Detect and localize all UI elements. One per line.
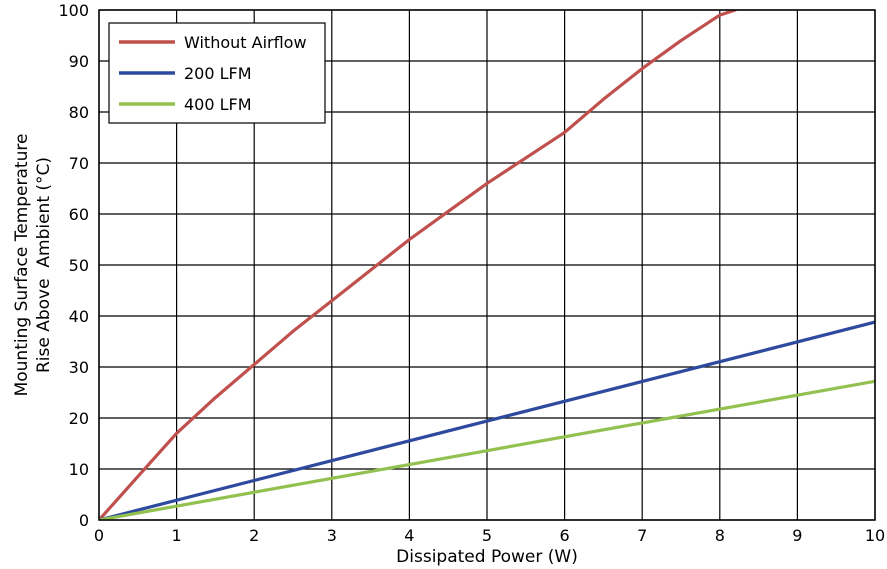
x-tick-label: 0 bbox=[94, 526, 104, 545]
x-tick-labels: 0 1 2 3 4 5 6 7 8 9 10 bbox=[94, 526, 885, 545]
y-axis-title-line-1: Mounting Surface Temperature bbox=[12, 134, 32, 397]
series-line-3 bbox=[99, 379, 875, 520]
x-tick-label: 1 bbox=[172, 526, 182, 545]
x-tick-label: 2 bbox=[249, 526, 259, 545]
x-tick-label: 7 bbox=[637, 526, 647, 545]
x-tick-label: 6 bbox=[560, 526, 570, 545]
x-tick-label: 10 bbox=[865, 526, 885, 545]
y-tick-label: 40 bbox=[69, 307, 89, 326]
series-layer bbox=[99, 10, 875, 520]
x-tick-label: 5 bbox=[482, 526, 492, 545]
y-tick-label: 60 bbox=[69, 205, 89, 224]
y-tick-label: 90 bbox=[69, 52, 89, 71]
y-tick-label: 20 bbox=[69, 409, 89, 428]
y-tick-label: 10 bbox=[69, 460, 89, 479]
series-line-2 bbox=[99, 320, 875, 520]
y-tick-label: 0 bbox=[79, 511, 89, 530]
x-axis-title: Dissipated Power (W) bbox=[396, 547, 578, 567]
legend-label: Without Airflow bbox=[184, 33, 307, 52]
y-axis-title-line-2: Rise Above Ambient (°C) bbox=[34, 157, 54, 373]
x-tick-label: 4 bbox=[404, 526, 414, 545]
series-line-1 bbox=[99, 10, 737, 520]
plot-frame bbox=[98, 9, 876, 521]
x-tick-label: 3 bbox=[327, 526, 337, 545]
y-tick-label: 100 bbox=[58, 1, 89, 20]
legend-label: 200 LFM bbox=[184, 64, 252, 83]
y-tick-label: 80 bbox=[69, 103, 89, 122]
x-tick-label: 8 bbox=[715, 526, 725, 545]
y-tick-label: 30 bbox=[69, 358, 89, 377]
legend-label: 400 LFM bbox=[184, 95, 252, 114]
legend: Without Airflow 200 LFM 400 LFM bbox=[108, 22, 326, 124]
y-tick-label: 70 bbox=[69, 154, 89, 173]
y-tick-labels: 0 10 20 30 40 50 60 70 80 90 100 bbox=[58, 1, 89, 530]
x-tick-label: 9 bbox=[792, 526, 802, 545]
y-tick-label: 50 bbox=[69, 256, 89, 275]
